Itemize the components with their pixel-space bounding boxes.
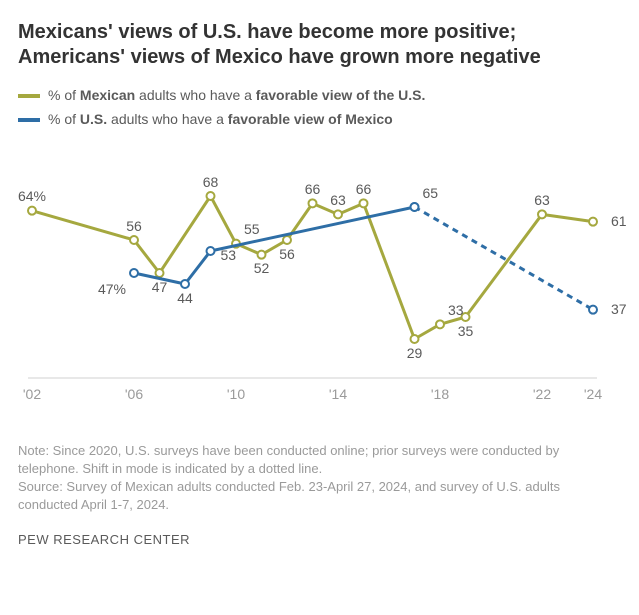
data-point-label: 47% [98, 281, 126, 297]
x-tick-label: '14 [329, 386, 347, 402]
legend-row-us: % of U.S. adults who have a favorable vi… [18, 108, 621, 132]
legend: % of Mexican adults who have a favorable… [18, 84, 621, 132]
note-text: Note: Since 2020, U.S. surveys have been… [18, 442, 621, 515]
legend-swatch-us [18, 118, 40, 122]
x-tick-label: '06 [125, 386, 143, 402]
x-tick-label: '02 [23, 386, 41, 402]
x-tick-label: '10 [227, 386, 245, 402]
data-point-label: 65 [423, 185, 439, 201]
data-point-label: 53 [221, 247, 237, 263]
x-axis-labels: '02 '06 '10 '14 '18 '22 '24 [18, 386, 621, 406]
data-point-label: 63 [330, 192, 346, 208]
data-point-label: 29 [407, 345, 423, 361]
legend-text-mexican: % of Mexican adults who have a favorable… [48, 84, 425, 108]
legend-swatch-mexican [18, 94, 40, 98]
data-point-label: 37 [611, 301, 627, 317]
line-chart: 64%564768555256666366293335636147%445365… [18, 138, 621, 418]
x-tick-label: '22 [533, 386, 551, 402]
data-point-label: 66 [305, 181, 321, 197]
legend-row-mexican: % of Mexican adults who have a favorable… [18, 84, 621, 108]
data-point-label: 64% [18, 188, 46, 204]
data-point-label: 33 [448, 302, 464, 318]
data-point-label: 47 [152, 279, 168, 295]
data-point-label: 68 [203, 174, 219, 190]
data-point-label: 63 [534, 192, 550, 208]
legend-text-us: % of U.S. adults who have a favorable vi… [48, 108, 393, 132]
data-point-label: 61 [611, 213, 627, 229]
data-point-label: 56 [279, 246, 295, 262]
chart-title: Mexicans' views of U.S. have become more… [18, 20, 621, 70]
data-point-label: 52 [254, 260, 270, 276]
data-point-label: 56 [126, 218, 142, 234]
data-point-label: 35 [458, 323, 474, 339]
data-point-label: 55 [244, 221, 260, 237]
x-tick-label: '18 [431, 386, 449, 402]
source-attribution: PEW RESEARCH CENTER [18, 532, 621, 547]
x-tick-label: '24 [584, 386, 602, 402]
data-point-label: 66 [356, 181, 372, 197]
data-point-label: 44 [177, 290, 193, 306]
